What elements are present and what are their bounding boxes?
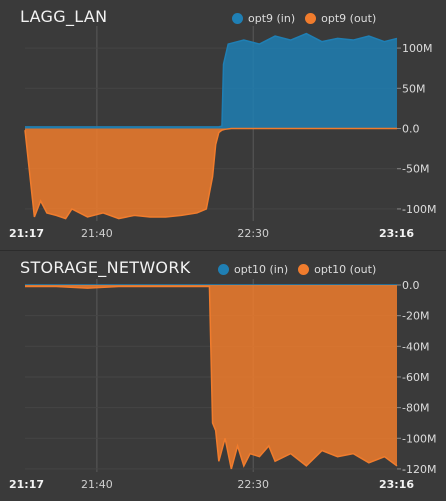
series-area <box>25 33 397 129</box>
x-axis-label: 22:30 <box>237 478 269 491</box>
chart-legend: opt9 (in) opt9 (out) <box>232 11 386 25</box>
lagg-lan-chart: 100M 50M 0.0 -50M -100M 21:17 21:40 22:30 23:16 <box>9 26 436 240</box>
legend-dot-icon <box>232 12 243 24</box>
y-tick-label: -60M <box>402 371 429 384</box>
y-tick-label: 50M <box>402 82 426 95</box>
chart-panel-storage-network: 0.0 -20M -40M -60M -80M -100M -120M 21:17 21:40 2… <box>0 251 446 501</box>
legend-item-out[interactable]: opt9 (out) <box>305 12 376 25</box>
series-line <box>24 127 397 220</box>
y-tick-label: -100M <box>402 432 436 445</box>
panel-divider <box>0 250 446 251</box>
legend-dot-icon <box>298 263 310 275</box>
legend-label: opt9 (in) <box>248 11 296 25</box>
legend-dot-icon <box>218 263 229 275</box>
chart-panel-lagg-lan: 100M 50M 0.0 -50M -100M 21:17 21:40 22:30 23:16 … <box>0 0 446 250</box>
legend-dot-icon <box>305 12 317 24</box>
x-axis-end-label: 23:16 <box>379 227 414 240</box>
y-tick-label: -100M <box>402 203 436 216</box>
y-tick-label: -120M <box>402 463 436 476</box>
x-axis-start-label: 21:17 <box>9 478 44 491</box>
x-axis-label: 21:40 <box>81 227 113 240</box>
x-axis-end-label: 23:16 <box>379 478 414 491</box>
y-tick-label: 0.0 <box>402 123 420 136</box>
panel-title: LAGG_LAN <box>20 7 108 26</box>
legend-item-in[interactable]: opt10 (in) <box>218 263 288 276</box>
x-axis-label: 21:40 <box>81 478 113 491</box>
y-tick-label: 100M <box>402 42 433 55</box>
legend-label: opt9 (out) <box>321 11 377 25</box>
y-tick-label: -40M <box>402 340 429 353</box>
x-axis-label: 22:30 <box>237 227 269 240</box>
legend-label: opt10 (out) <box>314 262 377 276</box>
y-tick-label: -20M <box>402 310 429 323</box>
series-area <box>25 285 397 469</box>
y-tick-label: -50M <box>402 163 429 176</box>
legend-item-in[interactable]: opt9 (in) <box>232 12 295 25</box>
y-tick-label: -80M <box>402 402 429 415</box>
series-line <box>25 32 398 128</box>
series-area <box>25 128 397 219</box>
chart-legend: opt10 (in) opt10 (out) <box>218 262 386 276</box>
storage-network-chart: 0.0 -20M -40M -60M -80M -100M -120M 21:17 21:40 2… <box>9 279 436 491</box>
x-axis-start-label: 21:17 <box>9 227 44 240</box>
legend-label: opt10 (in) <box>234 262 289 276</box>
panel-title: STORAGE_NETWORK <box>20 258 191 277</box>
y-tick-label: 0.0 <box>402 279 420 292</box>
series-line <box>25 285 398 470</box>
legend-item-out[interactable]: opt10 (out) <box>298 263 376 276</box>
